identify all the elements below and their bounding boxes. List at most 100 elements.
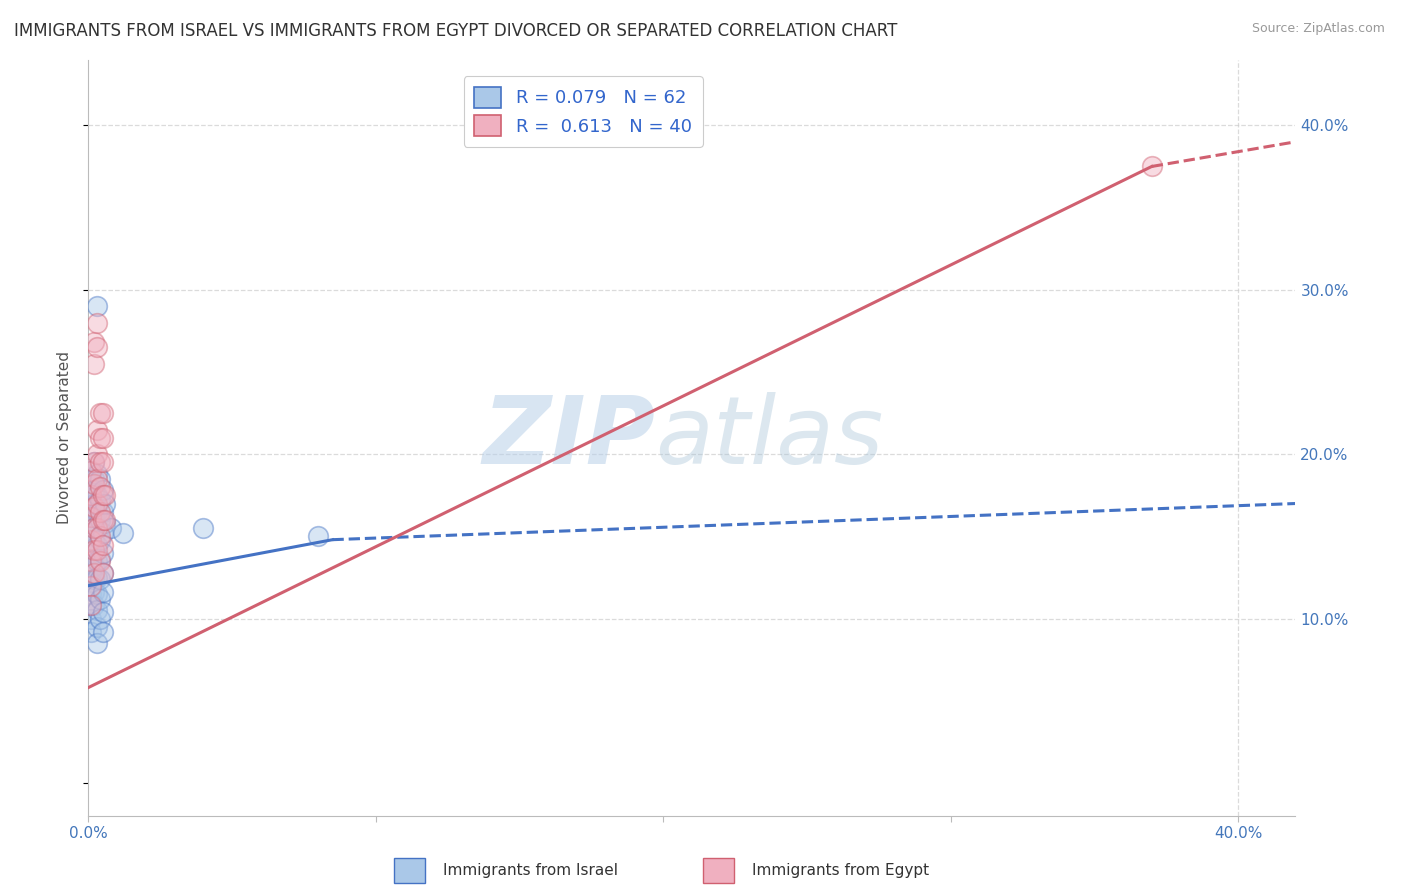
Point bbox=[86, 299, 108, 313]
Point bbox=[80, 566, 103, 580]
Point bbox=[89, 480, 111, 494]
Point bbox=[83, 521, 105, 535]
Point bbox=[89, 529, 111, 543]
Point bbox=[83, 335, 105, 350]
Point bbox=[89, 591, 111, 606]
Point bbox=[91, 605, 114, 619]
Point bbox=[83, 483, 105, 498]
Point bbox=[91, 526, 114, 541]
Point bbox=[86, 340, 108, 354]
Point bbox=[91, 455, 114, 469]
Point bbox=[89, 612, 111, 626]
Point bbox=[91, 566, 114, 580]
Point bbox=[80, 587, 103, 601]
Point bbox=[80, 464, 103, 478]
Point bbox=[86, 316, 108, 330]
Point bbox=[86, 636, 108, 650]
Point bbox=[86, 570, 108, 584]
Point bbox=[86, 521, 108, 535]
Point bbox=[83, 455, 105, 469]
Point bbox=[89, 533, 111, 547]
Point bbox=[86, 587, 108, 601]
Point bbox=[83, 542, 105, 557]
Point bbox=[89, 554, 111, 568]
Text: IMMIGRANTS FROM ISRAEL VS IMMIGRANTS FROM EGYPT DIVORCED OR SEPARATED CORRELATIO: IMMIGRANTS FROM ISRAEL VS IMMIGRANTS FRO… bbox=[14, 22, 897, 40]
Point bbox=[91, 505, 114, 519]
Point bbox=[89, 572, 111, 586]
Text: Source: ZipAtlas.com: Source: ZipAtlas.com bbox=[1251, 22, 1385, 36]
Point bbox=[83, 472, 105, 486]
Point bbox=[83, 533, 105, 547]
Point bbox=[89, 513, 111, 527]
Point bbox=[80, 509, 103, 524]
Point bbox=[86, 620, 108, 634]
Point bbox=[86, 447, 108, 461]
Point bbox=[83, 476, 105, 491]
Point bbox=[89, 505, 111, 519]
Point bbox=[94, 488, 117, 502]
Point bbox=[80, 509, 103, 524]
Point bbox=[89, 493, 111, 508]
Point bbox=[80, 464, 103, 478]
Point bbox=[80, 472, 103, 486]
Point bbox=[86, 542, 108, 557]
Point bbox=[91, 483, 114, 498]
Point bbox=[89, 552, 111, 566]
Point bbox=[91, 546, 114, 560]
Point bbox=[83, 500, 105, 514]
Point bbox=[86, 423, 108, 437]
Point bbox=[191, 521, 214, 535]
Point bbox=[80, 521, 103, 535]
Point bbox=[80, 488, 103, 502]
Point bbox=[80, 612, 103, 626]
Text: ZIP: ZIP bbox=[482, 392, 655, 483]
Point bbox=[80, 500, 103, 514]
Point bbox=[86, 467, 108, 481]
Point bbox=[86, 496, 108, 510]
Point bbox=[83, 572, 105, 586]
Point bbox=[94, 496, 117, 510]
Point bbox=[80, 529, 103, 543]
Point bbox=[91, 624, 114, 639]
Point bbox=[86, 538, 108, 552]
Point bbox=[80, 546, 103, 560]
Point bbox=[80, 554, 103, 568]
Point bbox=[83, 455, 105, 469]
Text: Immigrants from Israel: Immigrants from Israel bbox=[443, 863, 617, 878]
Point bbox=[91, 513, 114, 527]
Point bbox=[83, 496, 105, 510]
Point bbox=[86, 472, 108, 486]
Point bbox=[89, 431, 111, 445]
Point bbox=[80, 579, 103, 593]
Point bbox=[83, 521, 105, 535]
Point bbox=[83, 566, 105, 580]
Point bbox=[83, 585, 105, 599]
Point bbox=[80, 575, 103, 590]
Point bbox=[80, 554, 103, 568]
Point bbox=[80, 538, 103, 552]
Point bbox=[83, 599, 105, 613]
Point bbox=[80, 624, 103, 639]
Point bbox=[91, 431, 114, 445]
Point bbox=[89, 455, 111, 469]
Point bbox=[91, 566, 114, 580]
Point bbox=[86, 603, 108, 617]
Point bbox=[94, 513, 117, 527]
Point bbox=[83, 509, 105, 524]
Point bbox=[307, 529, 329, 543]
Point bbox=[91, 538, 114, 552]
Point bbox=[111, 526, 134, 541]
Point bbox=[83, 357, 105, 371]
Point bbox=[80, 599, 103, 613]
Point bbox=[86, 488, 108, 502]
Legend: R = 0.079   N = 62, R =  0.613   N = 40: R = 0.079 N = 62, R = 0.613 N = 40 bbox=[464, 76, 703, 147]
Point bbox=[80, 488, 103, 502]
Point bbox=[86, 505, 108, 519]
Text: Immigrants from Egypt: Immigrants from Egypt bbox=[752, 863, 929, 878]
Point bbox=[83, 546, 105, 560]
Text: atlas: atlas bbox=[655, 392, 884, 483]
Point bbox=[86, 554, 108, 568]
Point bbox=[80, 599, 103, 613]
Point bbox=[91, 488, 114, 502]
Point bbox=[100, 521, 122, 535]
